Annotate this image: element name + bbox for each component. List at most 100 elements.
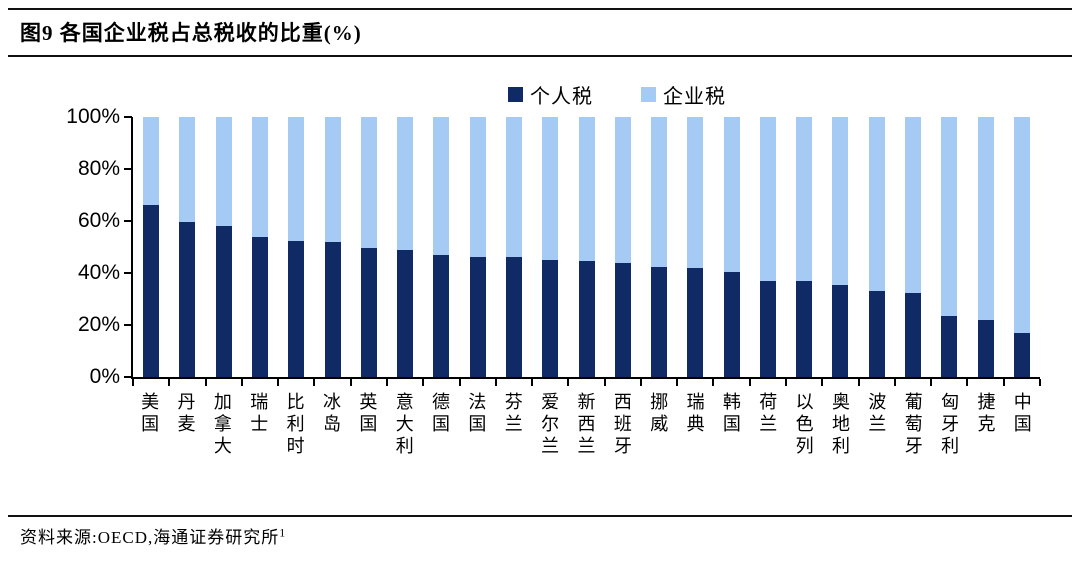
x-axis-tick <box>785 379 788 386</box>
stacked-bar-挪威 <box>651 117 668 377</box>
bar-series-container <box>133 117 1040 377</box>
x-category-label: 奥地利 <box>830 392 850 458</box>
x-axis-tick <box>349 379 352 386</box>
x-label-slot: 挪威 <box>640 392 676 458</box>
x-axis-tick <box>132 379 134 386</box>
x-category-label: 英国 <box>357 392 378 436</box>
x-axis-tick <box>385 379 388 386</box>
source-text: OECD,海通证券研究所 <box>97 528 280 547</box>
segment-personal-tax <box>1013 332 1030 377</box>
segment-personal-tax <box>796 280 813 377</box>
segment-personal-tax <box>505 257 522 377</box>
x-category-label: 荷兰 <box>757 392 778 436</box>
x-category-label: 比利时 <box>284 392 305 458</box>
bar-slot <box>532 117 568 377</box>
x-axis-labels: 美国 丹麦 加拿大 瑞士 比利时 冰岛 英国 意大利 德国 法国 芬兰 爱尔兰 新西兰 西班牙 挪威 瑞典 韩国… <box>131 392 1040 458</box>
segment-corporate-tax <box>360 117 377 249</box>
stacked-bar-德国 <box>433 117 450 377</box>
x-category-label: 挪威 <box>648 392 669 436</box>
segment-corporate-tax <box>977 117 994 320</box>
x-label-slot: 瑞典 <box>676 392 712 458</box>
bar-slot <box>278 117 314 377</box>
x-category-label: 加拿大 <box>211 392 232 458</box>
x-label-slot: 比利时 <box>276 392 312 458</box>
y-axis-tick-label: 40% <box>77 261 120 284</box>
stacked-bar-以色列 <box>796 117 813 377</box>
segment-corporate-tax <box>614 117 631 263</box>
bar-slot <box>206 117 242 377</box>
x-category-label: 捷克 <box>975 392 996 436</box>
segment-personal-tax <box>143 205 160 377</box>
bar-slot <box>169 117 205 377</box>
y-axis-tick <box>124 272 132 274</box>
stacked-bar-加拿大 <box>215 117 232 377</box>
y-axis-tick <box>124 116 132 118</box>
x-axis-tick <box>930 379 933 386</box>
segment-corporate-tax <box>433 117 450 255</box>
stacked-bar-法国 <box>469 117 486 377</box>
x-axis-tick <box>748 379 751 386</box>
y-axis-tick-label: 60% <box>77 209 120 232</box>
stacked-bar-新西兰 <box>578 117 595 377</box>
x-label-slot: 荷兰 <box>749 392 785 458</box>
source-line: 资料来源:OECD,海通证券研究所1 <box>20 523 286 548</box>
x-axis-tick <box>458 379 461 386</box>
segment-corporate-tax <box>651 117 668 267</box>
segment-corporate-tax <box>397 117 414 250</box>
x-axis-tick <box>966 379 969 386</box>
x-category-label: 新西兰 <box>575 392 596 458</box>
segment-personal-tax <box>941 315 958 377</box>
y-axis-tick-label: 100% <box>66 105 120 128</box>
x-category-label: 美国 <box>139 392 160 436</box>
x-label-slot: 韩国 <box>713 392 749 458</box>
x-axis-tick <box>277 379 280 386</box>
legend-label: 企业税 <box>663 86 726 108</box>
title-divider <box>8 55 1072 57</box>
bar-slot <box>750 117 786 377</box>
stacked-bar-瑞士 <box>251 117 268 377</box>
segment-personal-tax <box>977 319 994 377</box>
x-label-slot: 法国 <box>458 392 494 458</box>
y-axis-labels: 0% 20% 40% 60% 80% 100% <box>0 105 120 388</box>
source-label: 资料来源: <box>20 528 98 547</box>
segment-personal-tax <box>542 260 559 377</box>
segment-personal-tax <box>179 222 196 377</box>
segment-corporate-tax <box>1013 117 1030 333</box>
x-category-label: 葡萄牙 <box>902 392 923 458</box>
x-label-slot: 波兰 <box>858 392 894 458</box>
bar-slot <box>314 117 350 377</box>
x-axis-tick <box>676 379 679 386</box>
segment-personal-tax <box>324 241 341 377</box>
segment-personal-tax <box>251 236 268 377</box>
segment-personal-tax <box>905 292 922 377</box>
y-axis-tick <box>124 168 132 170</box>
segment-personal-tax <box>759 280 776 377</box>
y-axis-tick-label: 20% <box>77 313 120 336</box>
segment-corporate-tax <box>868 117 885 292</box>
x-axis-tick <box>893 379 896 386</box>
x-label-slot: 瑞士 <box>240 392 276 458</box>
stacked-bar-韩国 <box>723 117 740 377</box>
segment-personal-tax <box>578 261 595 377</box>
segment-personal-tax <box>687 267 704 377</box>
stacked-bar-瑞典 <box>687 117 704 377</box>
segment-corporate-tax <box>941 117 958 316</box>
bar-slot <box>460 117 496 377</box>
bar-slot <box>822 117 858 377</box>
x-axis-tick <box>240 379 243 386</box>
x-label-slot: 德国 <box>422 392 458 458</box>
segment-personal-tax <box>360 248 377 377</box>
bar-slot <box>568 117 604 377</box>
stacked-bar-意大利 <box>397 117 414 377</box>
segment-corporate-tax <box>578 117 595 262</box>
segment-corporate-tax <box>832 117 849 285</box>
bar-slot <box>423 117 459 377</box>
x-label-slot: 意大利 <box>386 392 422 458</box>
x-axis-tick <box>639 379 642 386</box>
segment-corporate-tax <box>759 117 776 281</box>
x-category-label: 德国 <box>430 392 451 436</box>
x-category-label: 波兰 <box>866 392 887 436</box>
bar-slot <box>1004 117 1040 377</box>
x-category-label: 西班牙 <box>611 392 632 458</box>
